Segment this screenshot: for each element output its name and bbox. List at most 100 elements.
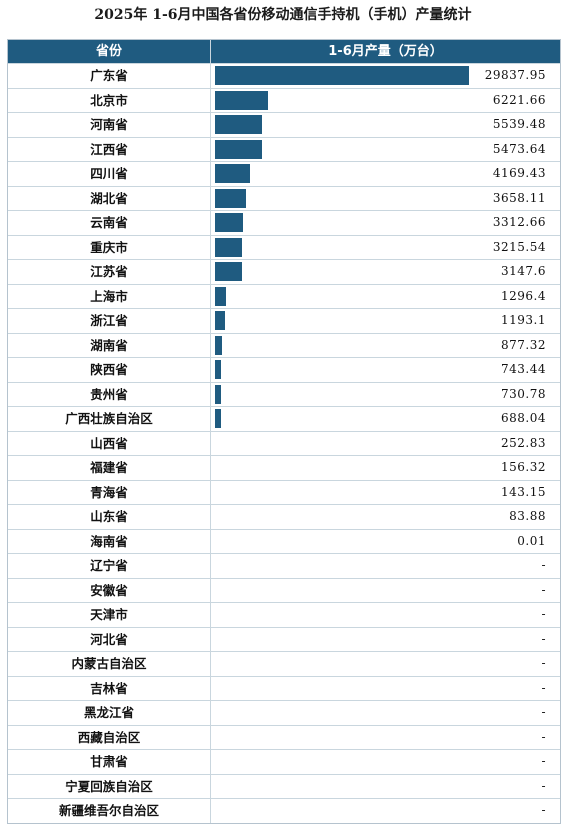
table-row: 陕西省 743.44	[8, 357, 560, 382]
value-cell: -	[211, 775, 560, 799]
table-row: 四川省 4169.43	[8, 161, 560, 186]
province-label: 河南省	[8, 113, 211, 137]
value-cell: -	[211, 799, 560, 823]
value-label: -	[541, 729, 546, 744]
province-label: 四川省	[8, 162, 211, 186]
value-cell: 0.01	[211, 530, 560, 554]
value-label: 5539.48	[492, 117, 546, 131]
value-cell: 6221.66	[211, 89, 560, 113]
bar	[215, 286, 227, 306]
value-label: 83.88	[509, 509, 546, 523]
value-label: 5473.64	[492, 141, 546, 156]
value-cell: 1193.1	[211, 309, 560, 333]
value-label: -	[541, 803, 546, 817]
value-label: 156.32	[501, 460, 546, 474]
bar	[215, 66, 469, 85]
table-row: 湖北省 3658.11	[8, 185, 560, 211]
value-cell: 3658.11	[211, 187, 560, 211]
table-row: 山东省 83.88	[8, 504, 560, 529]
province-label: 北京市	[8, 88, 211, 112]
value-cell: -	[211, 603, 560, 627]
value-label: -	[541, 680, 546, 695]
table-body: 广东省 29837.95 北京市 6221.66 河南省 5539.48 江西省 5473.6…	[8, 63, 560, 823]
production-table: 省份 1-6月产量（万台） 广东省 29837.95 北京市 6221.66 河南省 55…	[7, 39, 561, 824]
table-row: 江西省 5473.64	[8, 136, 560, 162]
table-row: 安徽省 -	[8, 577, 560, 602]
value-cell: 730.78	[211, 383, 560, 407]
bar	[215, 262, 242, 281]
province-label: 安徽省	[8, 578, 211, 602]
table-row: 吉林省 -	[8, 675, 560, 701]
value-label: -	[541, 778, 546, 793]
bar	[215, 115, 263, 134]
bar	[215, 360, 222, 379]
province-label: 湖南省	[8, 333, 211, 357]
bar	[215, 237, 243, 257]
province-label: 重庆市	[8, 235, 211, 259]
table-row: 江苏省 3147.6	[8, 259, 560, 284]
province-label: 云南省	[8, 211, 211, 235]
value-label: 3215.54	[492, 239, 546, 254]
value-cell: 3215.54	[211, 236, 560, 260]
value-cell: 743.44	[211, 358, 560, 382]
value-label: 1296.4	[501, 288, 546, 303]
province-label: 甘肃省	[8, 750, 211, 774]
value-label: -	[541, 656, 546, 670]
bar	[215, 335, 223, 355]
table-row: 山西省 252.83	[8, 430, 560, 456]
province-label: 山西省	[8, 431, 211, 455]
bar	[215, 384, 222, 404]
value-cell: 5473.64	[211, 138, 560, 162]
value-cell: 29837.95	[211, 64, 560, 88]
value-cell: -	[211, 652, 560, 676]
value-label: -	[541, 607, 546, 621]
value-cell: -	[211, 750, 560, 774]
table-row: 广东省 29837.95	[8, 63, 560, 88]
table-row: 内蒙古自治区 -	[8, 651, 560, 676]
value-cell: 5539.48	[211, 113, 560, 137]
value-label: 877.32	[501, 337, 546, 352]
province-label: 辽宁省	[8, 554, 211, 578]
table-row: 海南省 0.01	[8, 528, 560, 554]
value-cell: 156.32	[211, 456, 560, 480]
value-label: 0.01	[517, 533, 546, 548]
table-row: 浙江省 1193.1	[8, 308, 560, 333]
province-label: 广西壮族自治区	[8, 407, 211, 431]
value-label: -	[541, 558, 546, 572]
province-label: 江西省	[8, 137, 211, 161]
value-label: -	[541, 582, 546, 597]
value-label: -	[541, 631, 546, 646]
value-cell: 252.83	[211, 432, 560, 456]
table-row: 重庆市 3215.54	[8, 234, 560, 260]
province-label: 宁夏回族自治区	[8, 774, 211, 798]
table-row: 北京市 6221.66	[8, 87, 560, 113]
table-row: 辽宁省 -	[8, 553, 560, 578]
value-label: 252.83	[501, 435, 546, 450]
value-cell: -	[211, 628, 560, 652]
bar	[215, 164, 251, 183]
bar	[215, 213, 244, 232]
value-label: 6221.66	[492, 92, 546, 107]
province-label: 黑龙江省	[8, 701, 211, 725]
bar	[215, 188, 247, 208]
value-cell: -	[211, 677, 560, 701]
bar	[215, 409, 221, 428]
table-row: 新疆维吾尔自治区 -	[8, 798, 560, 823]
chart-title: 2025年 1-6月中国各省份移动通信手持机（手机）产量统计	[94, 7, 472, 23]
value-cell: 877.32	[211, 334, 560, 358]
bar	[215, 139, 262, 159]
value-cell: -	[211, 726, 560, 750]
value-cell: -	[211, 554, 560, 578]
value-cell: 143.15	[211, 481, 560, 505]
value-cell: 1296.4	[211, 285, 560, 309]
value-cell: 3312.66	[211, 211, 560, 235]
table-row: 湖南省 877.32	[8, 332, 560, 358]
province-label: 广东省	[8, 64, 211, 88]
province-label: 新疆维吾尔自治区	[8, 799, 211, 823]
value-label: 3312.66	[492, 215, 546, 229]
province-label: 西藏自治区	[8, 725, 211, 749]
value-cell: -	[211, 701, 560, 725]
table-row: 河南省 5539.48	[8, 112, 560, 137]
bar	[215, 90, 268, 110]
table-row: 青海省 143.15	[8, 479, 560, 505]
